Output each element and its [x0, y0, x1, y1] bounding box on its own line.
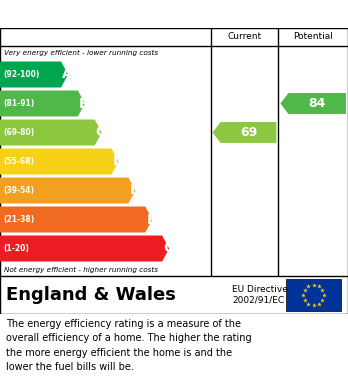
Text: C: C	[96, 126, 106, 140]
Text: 84: 84	[309, 97, 326, 110]
Polygon shape	[0, 235, 169, 262]
Text: England & Wales: England & Wales	[6, 286, 176, 304]
Polygon shape	[0, 178, 135, 203]
Text: (55-68): (55-68)	[3, 157, 34, 166]
Text: Very energy efficient - lower running costs: Very energy efficient - lower running co…	[4, 50, 158, 56]
Text: Potential: Potential	[293, 32, 333, 41]
Text: Not energy efficient - higher running costs: Not energy efficient - higher running co…	[4, 266, 158, 273]
Text: The energy efficiency rating is a measure of the
overall efficiency of a home. T: The energy efficiency rating is a measur…	[6, 319, 252, 372]
Text: A: A	[62, 68, 73, 81]
Text: F: F	[146, 212, 156, 226]
Text: Current: Current	[227, 32, 262, 41]
Text: D: D	[113, 154, 124, 169]
Polygon shape	[0, 120, 102, 145]
Polygon shape	[0, 90, 85, 117]
Text: EU Directive
2002/91/EC: EU Directive 2002/91/EC	[232, 285, 288, 305]
Polygon shape	[0, 61, 68, 88]
Polygon shape	[0, 149, 119, 174]
Text: 69: 69	[240, 126, 257, 139]
Text: G: G	[163, 242, 174, 255]
Text: B: B	[79, 97, 89, 111]
Text: (21-38): (21-38)	[3, 215, 34, 224]
Bar	[286, 279, 341, 311]
Polygon shape	[0, 206, 152, 233]
Text: (1-20): (1-20)	[3, 244, 29, 253]
Text: E: E	[129, 183, 139, 197]
Text: Energy Efficiency Rating: Energy Efficiency Rating	[69, 7, 279, 22]
Polygon shape	[213, 122, 276, 143]
Polygon shape	[280, 93, 346, 114]
Text: (39-54): (39-54)	[3, 186, 34, 195]
Text: (69-80): (69-80)	[3, 128, 34, 137]
Text: (81-91): (81-91)	[3, 99, 34, 108]
Text: (92-100): (92-100)	[3, 70, 39, 79]
